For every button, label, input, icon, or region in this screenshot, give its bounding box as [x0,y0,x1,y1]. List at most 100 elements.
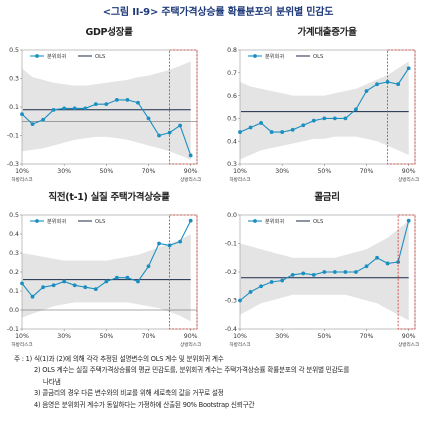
quantile-point [332,270,337,274]
risk-highlight-box [169,49,198,165]
quantile-point [188,153,193,158]
y-tick-label: 0.1 [9,288,19,295]
y-tick-label: 0.0 [227,212,237,219]
x-tick-label: 70% [360,333,374,340]
quantile-point [157,133,161,138]
quantile-point [178,123,183,128]
y-tick-label: 0.5 [9,212,19,219]
legend-ols-label: OLS [95,54,105,60]
chart-lagged-house-price: 0.5 0.4 0.3 0.2 0.1 0.0 -0.110% 30% 50% 70% 90% 하방리… [7,212,201,348]
x-end-label-right: 상방리스크 [398,176,419,183]
x-tick-label: 90% [402,168,416,175]
x-tick-label: 50% [99,333,113,340]
x-tick-label: 10% [233,333,247,340]
quantile-point [364,89,369,93]
quantile-point [62,106,67,111]
x-end-label-right: 상방리스크 [180,341,201,348]
y-tick-label: 0.1 [9,104,19,111]
risk-highlight-box [397,214,416,330]
x-tick-label: 30% [275,333,289,340]
y-tick-label: 0.3 [9,250,19,257]
quantile-point [30,294,35,299]
quantile-point [83,285,88,290]
y-tick-label: 0.4 [227,138,237,145]
quantile-point [301,123,306,128]
x-tick-label: 70% [360,168,374,175]
y-tick-label: -0.1 [7,326,19,333]
y-tick-label: -0.1 [7,133,19,140]
legend-quantile-label: 분위회귀 [47,217,66,225]
quantile-point [375,255,379,260]
x-end-label-left: 하방리스크 [11,176,32,183]
footnotes: 주 : 1) 식(1)과 (2)에 의해 각각 추정된 설명변수의 OLS 계수… [14,354,432,411]
x-tick-label: 70% [142,168,156,175]
quantile-point [104,279,109,284]
footnote: 4) 음영은 분위회귀 계수가 동일하다는 가정하에 산출된 90% Boots… [34,400,255,409]
quantile-point [93,102,98,107]
x-end-label-left: 하방리스크 [11,341,32,348]
quantile-point [354,107,358,112]
chart-panel-lagged-house-price: 직전(t-1) 실질 주택가격상승률 0.5 0.4 0.3 0.2 0.1 0.0 -0.… [0,189,218,361]
quantile-point [248,290,253,294]
quantile-point [354,270,358,274]
quantile-point [238,130,242,134]
quantile-point [157,241,161,246]
quantile-point [322,116,327,121]
quantile-point [51,283,56,288]
x-tick-label: 30% [57,333,71,340]
x-tick-label: 90% [184,168,198,175]
quantile-point [290,127,295,132]
quantile-point [269,280,274,284]
y-tick-label: 0.4 [9,231,19,238]
legend-quantile-marker [35,54,39,58]
quantile-point [259,121,263,125]
x-tick-label: 10% [15,168,29,175]
y-tick-label: -0.3 [225,298,237,305]
quantile-point [41,285,45,290]
quantile-point [125,97,130,102]
x-tick-label: 30% [57,168,71,175]
y-tick-label: 0.3 [227,161,237,168]
quantile-point [62,279,67,284]
quantile-point [188,218,193,223]
x-end-label-left: 하방리스크 [229,176,250,183]
chart-title: 직전(t-1) 실질 주택가격상승률 [48,192,170,203]
quantile-point [20,112,24,117]
quantile-point [114,275,119,280]
quantile-point [136,100,140,105]
chart-panel-household-loan: 가계대출증가율 0.8 0.7 0.6 0.5 0.4 0.3 10% 30% 50% 70% 90… [218,24,436,196]
footnote: 2) OLS 계수는 실질 주택가격상승률의 평균 민감도를, 분위회귀 계수는… [34,366,350,375]
quantile-point [311,118,316,123]
quantile-point [280,278,285,283]
quantile-point [332,116,337,121]
quantile-point [385,80,390,84]
risk-highlight-box [169,214,198,330]
quantile-point [136,279,140,284]
y-tick-label: 0.2 [9,269,19,276]
quantile-point [93,287,98,291]
y-tick-label: 0.0 [9,307,19,314]
legend-quantile-label: 분위회귀 [265,52,284,60]
legend-quantile-label: 분위회귀 [47,52,66,60]
y-tick-label: 0.5 [227,116,237,123]
quantile-point [280,130,285,134]
quantile-point [259,284,263,289]
quantile-point [406,66,411,71]
chart-title: 가계대출증가율 [297,27,357,38]
x-tick-label: 50% [99,168,113,175]
chart-panel-gdp: GDP성장률 0.5 0.3 0.1 -0.1 -0.3 10% 30% 50% 70% 90% 하… [0,24,218,196]
quantile-point [406,218,411,223]
quantile-point [146,116,151,121]
quantile-point [104,102,109,107]
y-tick-label: -0.2 [225,269,237,276]
y-tick-label: 0.6 [227,93,237,100]
quantile-point [301,271,306,276]
chart-call-rate: -0.4 -0.3 -0.2 -0.1 0.0 10% 30% 50% 70% 90% 하방리스크 상… [225,212,419,348]
legend-quantile-marker [35,219,39,223]
quantile-point [248,125,253,130]
y-tick-label: 0.7 [227,70,237,77]
x-tick-label: 10% [15,333,29,340]
x-tick-label: 90% [402,333,416,340]
x-end-label-right: 상방리스크 [398,341,419,348]
quantile-point [375,82,379,87]
